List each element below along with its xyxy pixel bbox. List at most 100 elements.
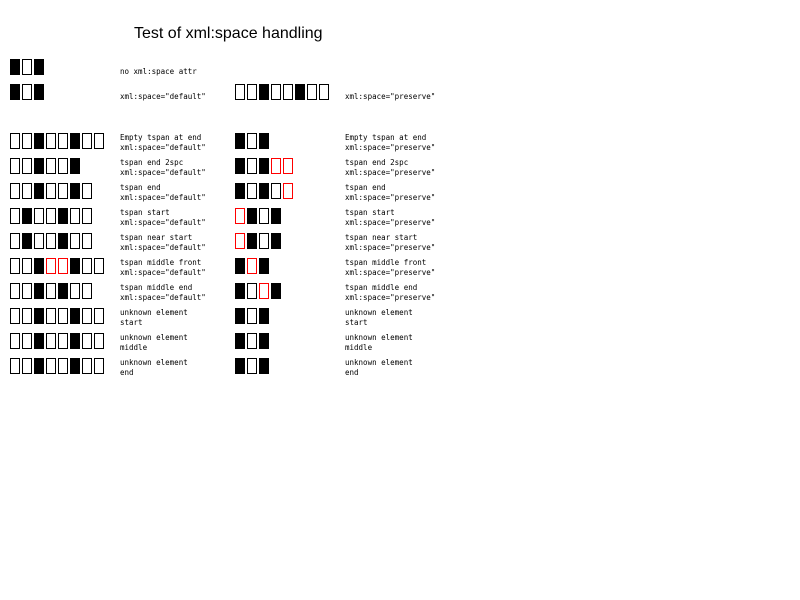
outlined-box-glyph: [10, 358, 20, 374]
outlined-box-glyph: [46, 358, 56, 374]
right-glyph-run: [235, 84, 331, 102]
label-line: xml:space="preserve": [345, 92, 436, 101]
outlined-box-glyph: [94, 358, 104, 374]
filled-box-glyph: [235, 358, 245, 374]
outlined-box-glyph: [10, 333, 20, 349]
outlined-box-glyph: [94, 333, 104, 349]
label-line: unknown element: [120, 333, 188, 342]
outlined-box-glyph: [247, 133, 257, 149]
filled-box-glyph: [235, 333, 245, 349]
filled-box-glyph: [235, 283, 245, 299]
outlined-box-glyph: [22, 283, 32, 299]
label-line: xml:space="default": [120, 92, 206, 101]
outlined-box-glyph: [271, 183, 281, 199]
label-line: tspan near start: [345, 233, 418, 242]
filled-box-glyph: [247, 233, 257, 249]
label-line: xml:space="default": [120, 143, 206, 152]
outlined-box-glyph: [94, 258, 104, 274]
outlined-box-glyph: [22, 183, 32, 199]
label-line: no xml:space attr: [120, 67, 197, 76]
right-row-label: unknown element end: [345, 358, 413, 378]
outlined-box-glyph: [58, 308, 68, 324]
right-row-label: xml:space="preserve": [345, 92, 435, 102]
outlined-box-glyph: [259, 233, 269, 249]
filled-box-glyph: [259, 333, 269, 349]
outlined-box-glyph: [58, 358, 68, 374]
left-row-label: unknown element start: [120, 308, 188, 328]
label-line: unknown element: [345, 308, 413, 317]
red-outlined-box-glyph: [259, 283, 269, 299]
red-outlined-box-glyph: [247, 258, 257, 274]
page-title: Test of xml:space handling: [134, 25, 323, 42]
filled-box-glyph: [58, 283, 68, 299]
outlined-box-glyph: [271, 84, 281, 100]
filled-box-glyph: [34, 158, 44, 174]
left-glyph-run: [10, 133, 106, 151]
label-line: unknown element: [120, 308, 188, 317]
filled-box-glyph: [235, 158, 245, 174]
right-row-label: tspan middle front xml:space="preserve": [345, 258, 435, 278]
label-line: middle: [120, 343, 148, 352]
filled-box-glyph: [70, 158, 80, 174]
filled-box-glyph: [259, 84, 269, 100]
right-glyph-run: [235, 208, 283, 226]
outlined-box-glyph: [82, 308, 92, 324]
filled-box-glyph: [259, 183, 269, 199]
label-line: middle: [345, 343, 373, 352]
label-line: unknown element: [345, 333, 413, 342]
outlined-box-glyph: [82, 358, 92, 374]
filled-box-glyph: [271, 283, 281, 299]
label-line: xml:space="preserve": [345, 168, 436, 177]
outlined-box-glyph: [94, 133, 104, 149]
outlined-box-glyph: [235, 84, 245, 100]
filled-box-glyph: [34, 183, 44, 199]
outlined-box-glyph: [46, 158, 56, 174]
outlined-box-glyph: [70, 283, 80, 299]
outlined-box-glyph: [82, 333, 92, 349]
label-line: tspan middle front: [345, 258, 427, 267]
outlined-box-glyph: [10, 233, 20, 249]
outlined-box-glyph: [70, 233, 80, 249]
outlined-box-glyph: [22, 158, 32, 174]
label-line: xml:space="default": [120, 168, 206, 177]
red-outlined-box-glyph: [46, 258, 56, 274]
right-glyph-run: [235, 358, 271, 376]
label-line: start: [120, 318, 143, 327]
label-line: xml:space="preserve": [345, 143, 436, 152]
label-line: tspan start: [120, 208, 170, 217]
label-line: tspan end 2spc: [345, 158, 409, 167]
label-line: tspan end: [120, 183, 161, 192]
red-outlined-box-glyph: [283, 183, 293, 199]
outlined-box-glyph: [10, 183, 20, 199]
right-glyph-run: [235, 283, 283, 301]
left-row-label: tspan middle end xml:space="default": [120, 283, 206, 303]
left-row-label: Empty tspan at end xml:space="default": [120, 133, 206, 153]
outlined-box-glyph: [82, 283, 92, 299]
outlined-box-glyph: [58, 158, 68, 174]
filled-box-glyph: [10, 84, 20, 100]
outlined-box-glyph: [46, 333, 56, 349]
outlined-box-glyph: [10, 158, 20, 174]
filled-box-glyph: [70, 308, 80, 324]
outlined-box-glyph: [46, 133, 56, 149]
right-glyph-run: [235, 258, 271, 276]
filled-box-glyph: [235, 133, 245, 149]
label-line: xml:space="default": [120, 243, 206, 252]
left-glyph-run: [10, 308, 106, 326]
label-line: xml:space="default": [120, 218, 206, 227]
right-glyph-run: [235, 233, 283, 251]
filled-box-glyph: [259, 258, 269, 274]
label-line: tspan end: [345, 183, 386, 192]
filled-box-glyph: [34, 133, 44, 149]
label-line: xml:space="default": [120, 268, 206, 277]
right-row-label: tspan end xml:space="preserve": [345, 183, 435, 203]
left-glyph-run: [10, 283, 94, 301]
filled-box-glyph: [235, 183, 245, 199]
outlined-box-glyph: [319, 84, 329, 100]
filled-box-glyph: [247, 208, 257, 224]
filled-box-glyph: [22, 208, 32, 224]
outlined-box-glyph: [247, 84, 257, 100]
outlined-box-glyph: [58, 333, 68, 349]
outlined-box-glyph: [10, 133, 20, 149]
filled-box-glyph: [34, 84, 44, 100]
